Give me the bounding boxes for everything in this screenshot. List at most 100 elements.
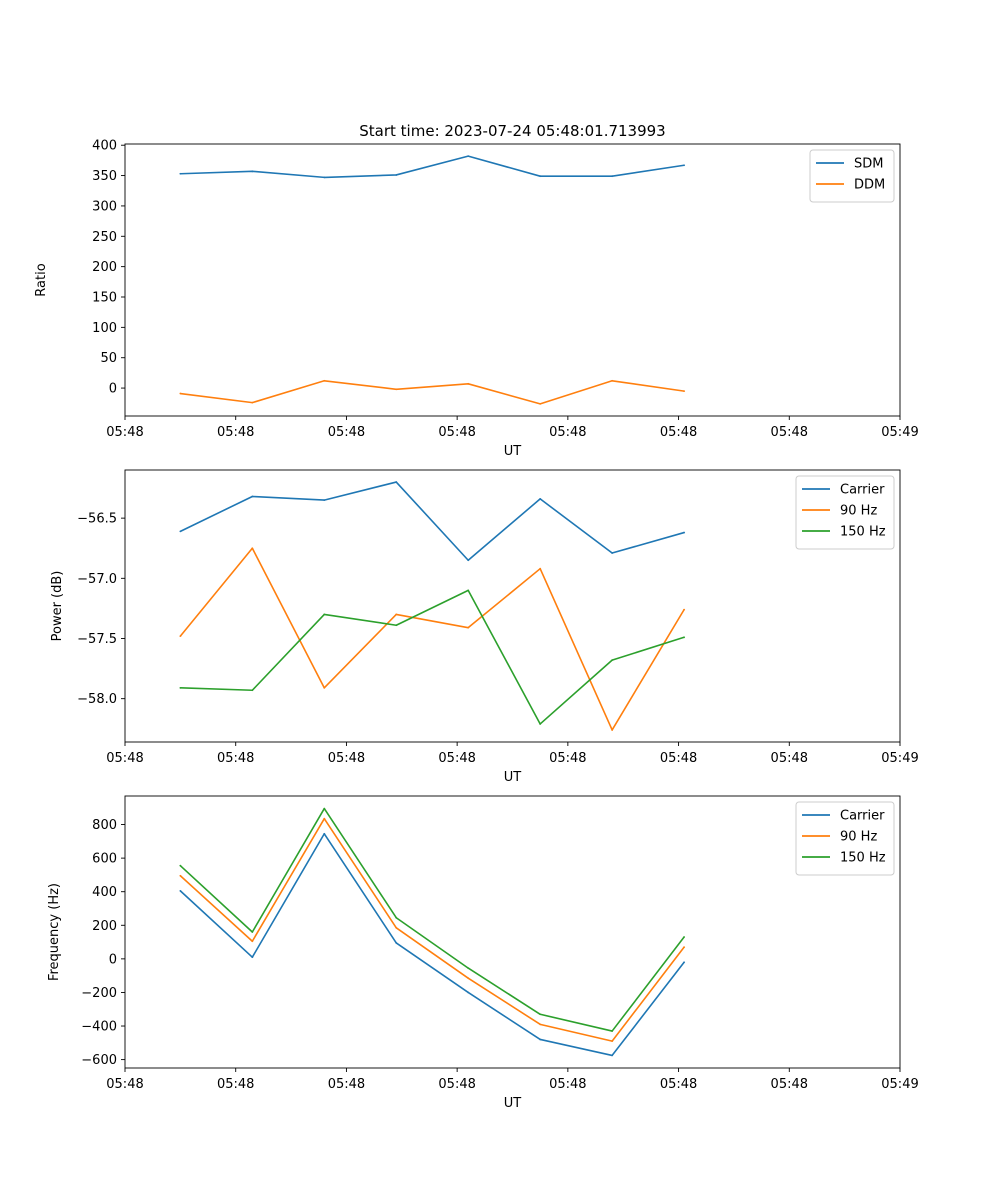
data-point: [611, 1054, 614, 1057]
data-point: [395, 624, 398, 627]
x-axis-label: UT: [504, 1096, 522, 1111]
x-tick-label: 05:48: [106, 425, 143, 440]
data-point: [179, 874, 182, 877]
data-point: [539, 175, 542, 178]
x-tick-label: 05:48: [438, 1077, 475, 1092]
power-chart: 05:48 05:48 05:48 05:48 05:48 05:48 05:48 05:49…: [50, 469, 919, 785]
x-tick-label: 05:48: [660, 751, 697, 766]
x-tick-label: 05:48: [328, 425, 365, 440]
y-tick-label: 0: [109, 382, 117, 397]
data-point: [251, 931, 254, 933]
data-point: [539, 1013, 542, 1016]
series-line-90-hz: [179, 817, 685, 1042]
x-tick-label: 05:48: [217, 751, 254, 766]
data-point: [323, 379, 326, 382]
data-point: [323, 686, 326, 689]
data-point: [323, 817, 326, 820]
y-tick-label: 150: [92, 291, 117, 306]
data-point: [467, 589, 470, 592]
data-point: [683, 946, 686, 949]
series-line-carrier: [180, 481, 685, 562]
y-tick-label: 0: [109, 952, 117, 967]
x-tick-label: 05:49: [881, 1077, 918, 1092]
data-point: [179, 864, 182, 867]
y-tick-label: −57.0: [77, 572, 117, 587]
x-tick-label: 05:49: [881, 425, 918, 440]
y-tick-label: 200: [92, 260, 117, 275]
data-point: [539, 567, 542, 570]
data-point: [539, 497, 542, 500]
y-tick-label: −600: [81, 1053, 117, 1068]
legend: Carrier 90 Hz 150 Hz: [795, 801, 895, 876]
x-tick-label: 05:48: [438, 425, 475, 440]
data-point: [323, 832, 326, 835]
data-point: [395, 916, 398, 919]
data-point: [251, 689, 254, 692]
x-axis-label: UT: [504, 770, 522, 785]
x-tick-label: 05:48: [549, 751, 586, 766]
y-tick-label: 200: [92, 919, 117, 934]
legend: Carrier 90 Hz 150 Hz: [795, 475, 895, 550]
legend: SDM DDM: [809, 149, 895, 203]
legend-label: SDM: [854, 157, 883, 172]
data-point: [611, 729, 614, 731]
data-point: [395, 481, 398, 483]
x-tick-label: 05:48: [328, 751, 365, 766]
x-tick-label: 05:49: [881, 751, 918, 766]
data-point: [467, 155, 470, 158]
series-line-150-hz: [179, 807, 685, 1032]
legend-label: 90 Hz: [840, 504, 877, 519]
data-point: [251, 956, 254, 959]
x-tick-label: 05:48: [771, 1077, 808, 1092]
data-point: [251, 495, 254, 498]
data-point: [179, 889, 182, 892]
data-point: [179, 530, 182, 533]
series-line-carrier: [179, 832, 685, 1057]
x-tick-label: 05:48: [771, 425, 808, 440]
y-axis-label: Power (dB): [50, 571, 65, 642]
data-point: [683, 390, 686, 393]
chart-panels: Start time: 2023-07-24 05:48:01.71399305…: [34, 122, 919, 1111]
data-point: [179, 172, 182, 175]
x-tick-label: 05:48: [217, 425, 254, 440]
y-tick-label: 600: [92, 852, 117, 867]
data-point: [251, 401, 254, 404]
legend-label: 150 Hz: [840, 525, 886, 540]
axes-frame: [124, 143, 901, 417]
y-axis-label: Ratio: [34, 263, 49, 296]
legend-label: 90 Hz: [840, 830, 877, 845]
data-point: [467, 977, 470, 980]
data-point: [539, 1023, 542, 1026]
y-tick-label: 350: [92, 169, 117, 184]
legend-label: Carrier: [840, 483, 885, 498]
data-point: [683, 961, 686, 964]
data-point: [395, 613, 398, 616]
data-point: [611, 175, 614, 178]
series-line-ddm: [180, 379, 685, 405]
x-tick-label: 05:48: [549, 425, 586, 440]
series-line-150-hz: [180, 589, 685, 725]
x-tick-label: 05:48: [328, 1077, 365, 1092]
data-point: [539, 402, 542, 405]
y-tick-label: 400: [92, 139, 117, 154]
data-point: [179, 686, 182, 689]
data-point: [251, 170, 254, 173]
data-point: [323, 613, 326, 616]
y-tick-label: −57.5: [77, 632, 117, 647]
chart-title: Start time: 2023-07-24 05:48:01.713993: [359, 122, 665, 140]
data-point: [323, 499, 326, 501]
y-tick-label: 50: [100, 351, 117, 366]
data-point: [467, 626, 470, 629]
x-tick-label: 05:48: [771, 751, 808, 766]
data-point: [323, 807, 326, 810]
x-tick-label: 05:48: [106, 751, 143, 766]
data-point: [683, 164, 686, 167]
data-point: [539, 723, 542, 725]
y-tick-label: 300: [92, 199, 117, 214]
data-point: [395, 926, 398, 929]
data-point: [395, 388, 398, 391]
y-tick-label: −56.5: [77, 512, 117, 527]
data-point: [683, 531, 686, 534]
data-point: [179, 392, 182, 395]
data-point: [611, 659, 614, 662]
